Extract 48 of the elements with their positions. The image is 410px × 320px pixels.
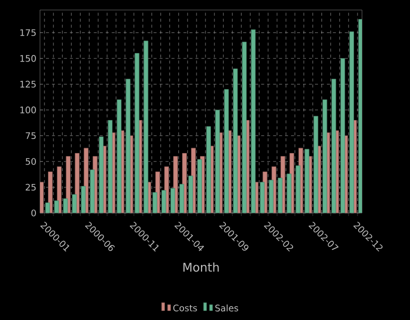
bar	[126, 78, 130, 213]
bar	[340, 58, 346, 213]
bar	[188, 176, 193, 213]
y-tick-label: 175	[20, 29, 36, 36]
bar	[304, 148, 310, 213]
bar	[268, 180, 274, 213]
bar	[296, 165, 300, 213]
bar	[108, 120, 112, 213]
y-tick-label: 50	[26, 158, 36, 165]
bar	[144, 40, 148, 213]
y-tick-label: 75	[26, 132, 36, 140]
y-tick-label: 25	[26, 184, 36, 191]
bar	[45, 202, 50, 213]
bar	[40, 182, 44, 213]
bar	[215, 110, 220, 213]
bar	[286, 174, 292, 213]
bar	[116, 99, 122, 213]
bar	[179, 184, 184, 213]
bar	[170, 188, 176, 213]
bar	[72, 194, 77, 213]
y-tick-label: 0	[31, 210, 36, 216]
x-axis-title: Month	[183, 262, 219, 272]
bar	[250, 29, 256, 213]
bar	[134, 53, 140, 213]
bar	[98, 136, 104, 213]
bar	[54, 200, 59, 213]
bar	[314, 116, 318, 213]
bar	[358, 19, 362, 213]
bar	[278, 178, 282, 213]
bar	[90, 170, 95, 213]
y-tick-label: 100	[20, 106, 36, 114]
legend-label: Sales	[215, 304, 238, 312]
bar	[197, 159, 202, 213]
bar	[322, 99, 328, 213]
bar	[224, 89, 229, 213]
bar	[206, 126, 211, 213]
bar	[331, 78, 336, 213]
legend-label: Costs	[173, 304, 197, 312]
bar	[162, 190, 166, 213]
y-tick-label: 125	[20, 80, 36, 88]
bar	[242, 42, 247, 213]
y-tick-label: 150	[20, 55, 36, 62]
bar	[152, 192, 158, 213]
bar	[81, 186, 86, 213]
bar	[260, 182, 265, 213]
bar	[233, 68, 238, 213]
bar	[63, 198, 68, 213]
bar	[349, 31, 354, 213]
